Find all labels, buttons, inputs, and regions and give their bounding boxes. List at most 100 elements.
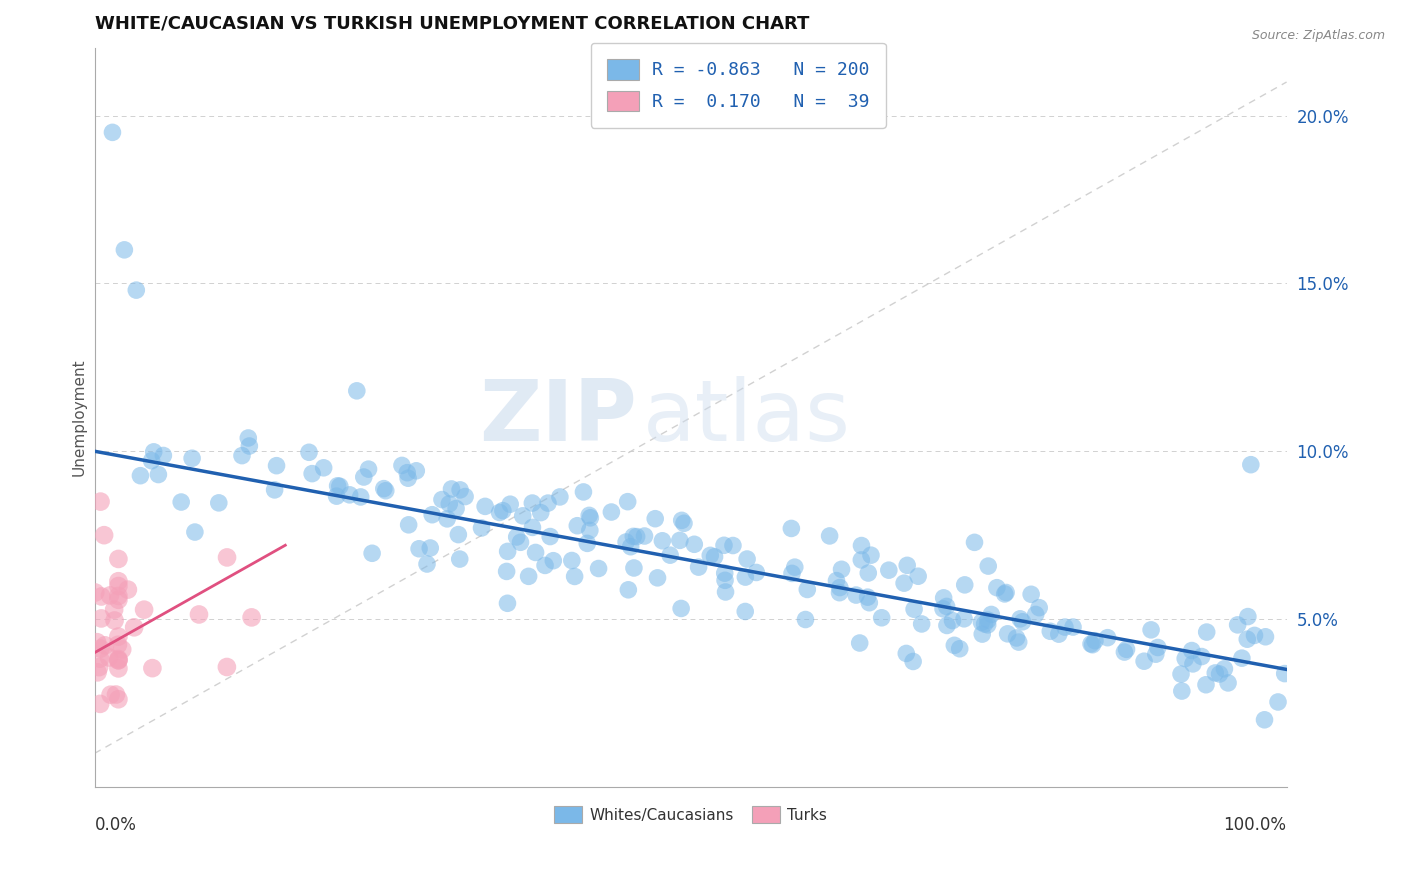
Point [828,581,851,595]
Point [1011,615,1033,629]
Point [538,530,561,544]
Point [107,652,129,666]
Point [238,439,260,453]
Point [620,540,643,554]
Point [89,641,111,656]
Point [353,470,375,484]
Point [107,661,129,675]
Point [953,612,976,626]
Point [858,596,880,610]
Point [125,283,148,297]
Point [215,660,238,674]
Point [398,517,420,532]
Point [357,462,380,476]
Point [896,647,918,661]
Point [537,496,560,510]
Point [496,596,519,610]
Point [714,585,737,599]
Point [107,653,129,667]
Point [901,655,924,669]
Point [783,560,806,574]
Point [107,552,129,566]
Point [89,651,111,665]
Point [301,467,323,481]
Point [152,449,174,463]
Point [107,692,129,706]
Point [714,574,737,588]
Point [444,501,467,516]
Point [436,512,458,526]
Point [972,627,994,641]
Point [1133,654,1156,668]
Point [329,479,352,493]
Point [617,582,640,597]
Point [859,548,882,562]
Point [396,471,419,485]
Point [935,618,957,632]
Point [745,566,768,580]
Point [651,533,673,548]
Text: Source: ZipAtlas.com: Source: ZipAtlas.com [1251,29,1385,42]
Point [231,449,253,463]
Point [1039,624,1062,639]
Point [818,529,841,543]
Point [683,537,706,551]
Point [1237,609,1260,624]
Point [647,571,669,585]
Point [669,533,692,548]
Point [339,488,361,502]
Point [90,590,112,604]
Point [215,550,238,565]
Point [713,538,735,552]
Point [1084,633,1107,648]
Point [877,563,900,577]
Point [671,513,693,527]
Point [851,539,873,553]
Point [474,500,496,514]
Point [1171,684,1194,698]
Point [907,569,929,583]
Text: 100.0%: 100.0% [1223,816,1286,834]
Point [831,562,853,576]
Point [548,490,571,504]
Point [373,482,395,496]
Point [986,581,1008,595]
Point [534,558,557,573]
Point [780,566,803,581]
Text: WHITE/CAUCASIAN VS TURKISH UNEMPLOYMENT CORRELATION CHART: WHITE/CAUCASIAN VS TURKISH UNEMPLOYMENT … [94,15,808,33]
Point [1195,678,1218,692]
Point [449,552,471,566]
Point [98,650,121,665]
Point [949,641,972,656]
Point [734,570,756,584]
Point [893,576,915,591]
Point [1208,667,1230,681]
Point [142,445,165,459]
Point [626,530,648,544]
Point [1062,620,1084,634]
Point [1254,630,1277,644]
Point [188,607,211,622]
Point [970,615,993,630]
Point [828,585,851,599]
Point [911,617,934,632]
Point [141,661,163,675]
Point [1114,645,1136,659]
Point [614,535,637,549]
Point [430,492,453,507]
Point [361,546,384,560]
Point [107,592,129,607]
Point [512,508,534,523]
Point [561,553,583,567]
Point [396,466,419,480]
Point [977,613,1000,627]
Point [266,458,288,473]
Point [703,549,725,564]
Point [530,506,553,520]
Point [405,464,427,478]
Point [312,460,335,475]
Point [408,541,430,556]
Point [848,636,870,650]
Point [1240,458,1263,472]
Point [103,614,125,628]
